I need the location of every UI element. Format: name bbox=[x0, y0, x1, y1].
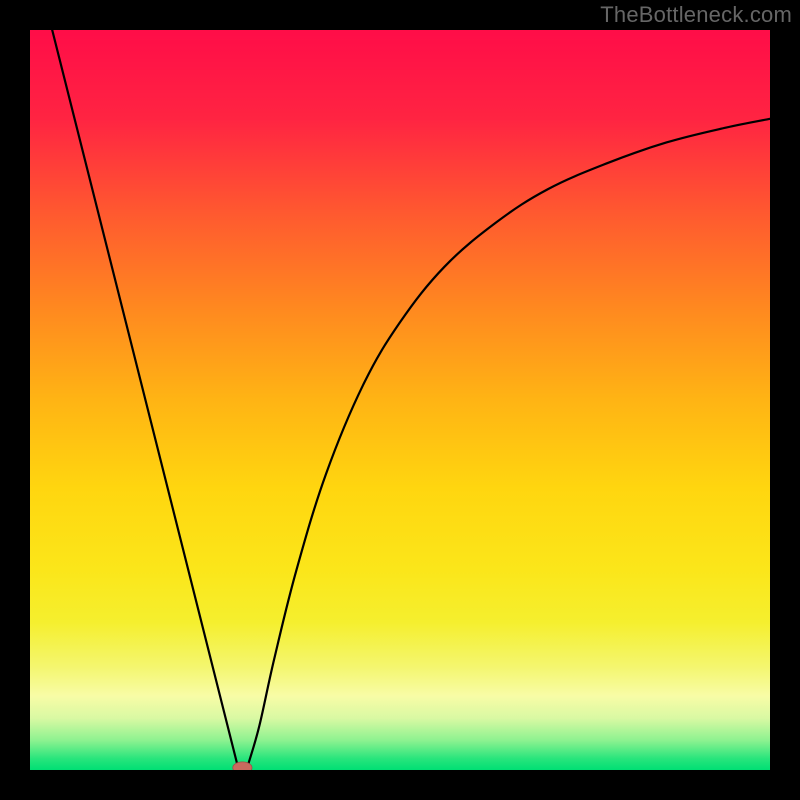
chart-container: TheBottleneck.com bbox=[0, 0, 800, 800]
watermark-text: TheBottleneck.com bbox=[600, 2, 792, 28]
frame-border bbox=[0, 0, 30, 800]
plot-background bbox=[30, 30, 770, 770]
bottleneck-chart bbox=[0, 0, 800, 800]
frame-border bbox=[0, 770, 800, 800]
frame-border bbox=[770, 0, 800, 800]
